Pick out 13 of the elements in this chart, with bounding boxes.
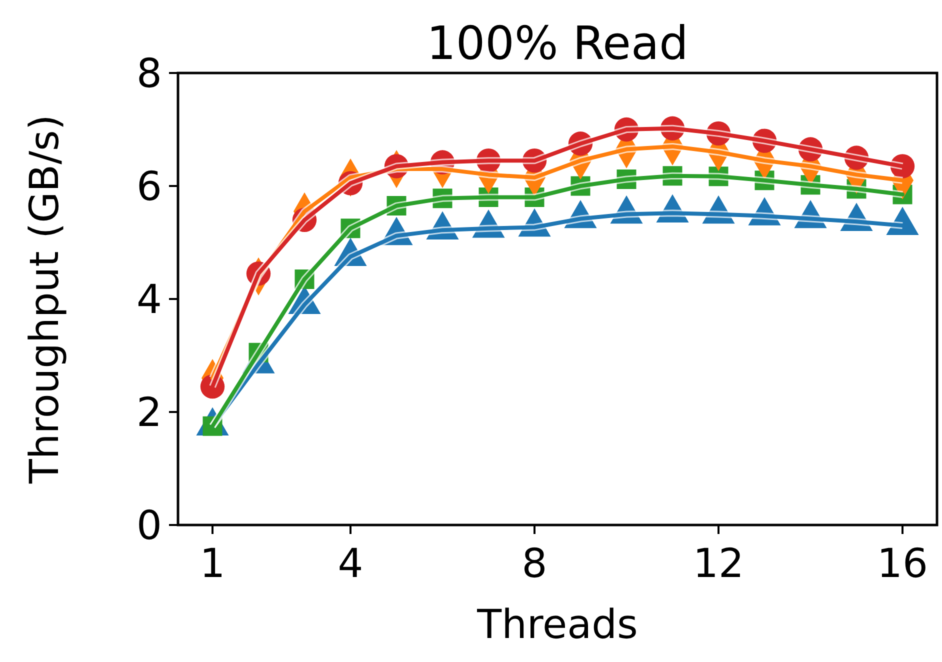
y-tick-label: 4 (136, 277, 162, 323)
x-tick-label: 16 (877, 541, 928, 587)
y-tick-label: 0 (136, 503, 162, 549)
y-tick-label: 2 (136, 390, 162, 436)
chart-title: 100% Read (426, 16, 688, 70)
x-tick-label: 12 (693, 541, 744, 587)
x-tick-label: 1 (200, 541, 226, 587)
y-tick-label: 8 (136, 51, 162, 97)
y-tick-label: 6 (136, 164, 162, 210)
x-tick-label: 8 (522, 541, 548, 587)
x-tick-label: 4 (338, 541, 364, 587)
y-axis-title: Throughput (GB/s) (22, 114, 68, 485)
x-axis-title: Threads (476, 602, 638, 648)
